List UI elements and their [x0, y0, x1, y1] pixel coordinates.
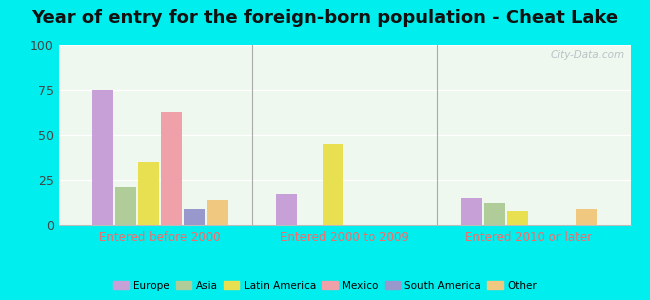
Text: City-Data.com: City-Data.com [551, 50, 625, 60]
Text: Year of entry for the foreign-born population - Cheat Lake: Year of entry for the foreign-born popul… [31, 9, 619, 27]
Bar [484, 203, 505, 225]
Bar [115, 187, 136, 225]
Bar [161, 112, 182, 225]
Bar [461, 198, 482, 225]
Bar [207, 200, 228, 225]
Bar [322, 144, 343, 225]
Bar [276, 194, 297, 225]
Bar [138, 162, 159, 225]
Bar [507, 211, 528, 225]
Bar [184, 209, 205, 225]
Bar [92, 90, 112, 225]
Legend: Europe, Asia, Latin America, Mexico, South America, Other: Europe, Asia, Latin America, Mexico, Sou… [109, 277, 541, 295]
Bar [577, 209, 597, 225]
